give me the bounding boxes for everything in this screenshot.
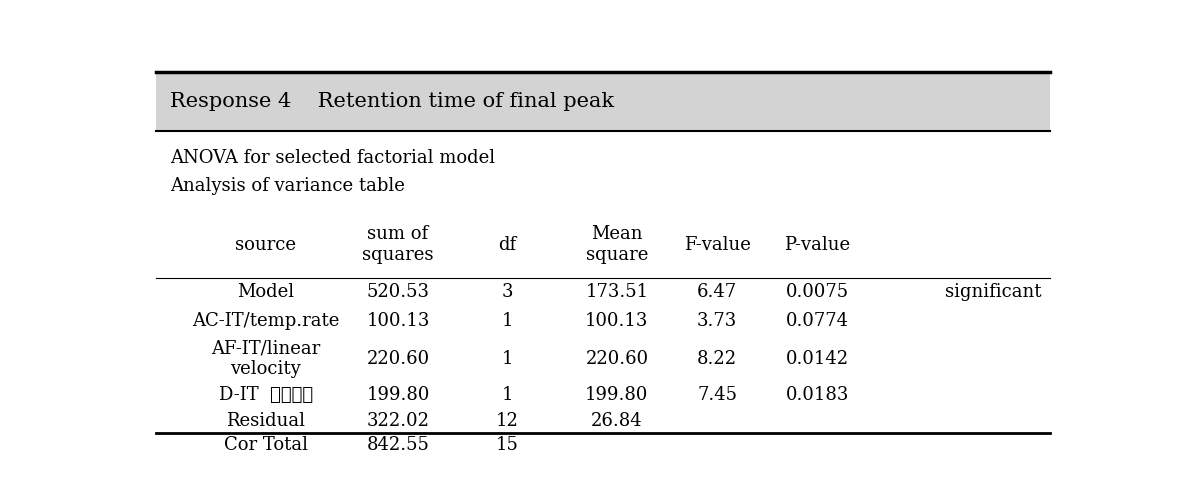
Text: ANOVA for selected factorial model: ANOVA for selected factorial model [169, 149, 496, 167]
Text: 100.13: 100.13 [366, 312, 430, 330]
Text: sum of
squares: sum of squares [363, 226, 433, 264]
Text: Mean
square: Mean square [586, 226, 649, 264]
Text: 26.84: 26.84 [591, 412, 643, 430]
Text: 220.60: 220.60 [366, 350, 430, 368]
Text: Response 4    Retention time of final peak: Response 4 Retention time of final peak [169, 92, 614, 111]
Text: 1: 1 [501, 312, 513, 330]
Bar [157, 72, 1050, 131]
Text: 322.02: 322.02 [366, 412, 430, 430]
Text: 8.22: 8.22 [697, 350, 737, 368]
Text: 220.60: 220.60 [585, 350, 649, 368]
Text: Model: Model [237, 283, 294, 301]
Text: P-value: P-value [785, 236, 851, 254]
Text: AF-IT/linear
velocity: AF-IT/linear velocity [211, 340, 320, 378]
Text: 15: 15 [496, 436, 519, 454]
Text: D-IT  유지시간: D-IT 유지시간 [219, 386, 313, 404]
Text: 6.47: 6.47 [697, 283, 737, 301]
Text: AC-IT/temp.rate: AC-IT/temp.rate [192, 312, 339, 330]
Text: 0.0774: 0.0774 [786, 312, 849, 330]
Text: 1: 1 [501, 350, 513, 368]
Text: Analysis of variance table: Analysis of variance table [169, 178, 405, 196]
Text: 0.0183: 0.0183 [786, 386, 850, 404]
Text: significant: significant [945, 283, 1042, 301]
Text: 1: 1 [501, 386, 513, 404]
Text: 842.55: 842.55 [366, 436, 430, 454]
Text: 199.80: 199.80 [366, 386, 430, 404]
Text: 12: 12 [496, 412, 519, 430]
Text: F-value: F-value [684, 236, 751, 254]
Text: df: df [498, 236, 517, 254]
Text: 0.0075: 0.0075 [786, 283, 849, 301]
Text: 0.0142: 0.0142 [786, 350, 849, 368]
Text: 173.51: 173.51 [585, 283, 649, 301]
Text: source: source [235, 236, 297, 254]
Text: 520.53: 520.53 [366, 283, 430, 301]
Text: 100.13: 100.13 [585, 312, 649, 330]
Text: 3.73: 3.73 [697, 312, 737, 330]
Text: 7.45: 7.45 [697, 386, 737, 404]
Text: 199.80: 199.80 [585, 386, 649, 404]
Text: Residual: Residual [226, 412, 305, 430]
Text: Cor Total: Cor Total [224, 436, 307, 454]
Text: 3: 3 [501, 283, 513, 301]
